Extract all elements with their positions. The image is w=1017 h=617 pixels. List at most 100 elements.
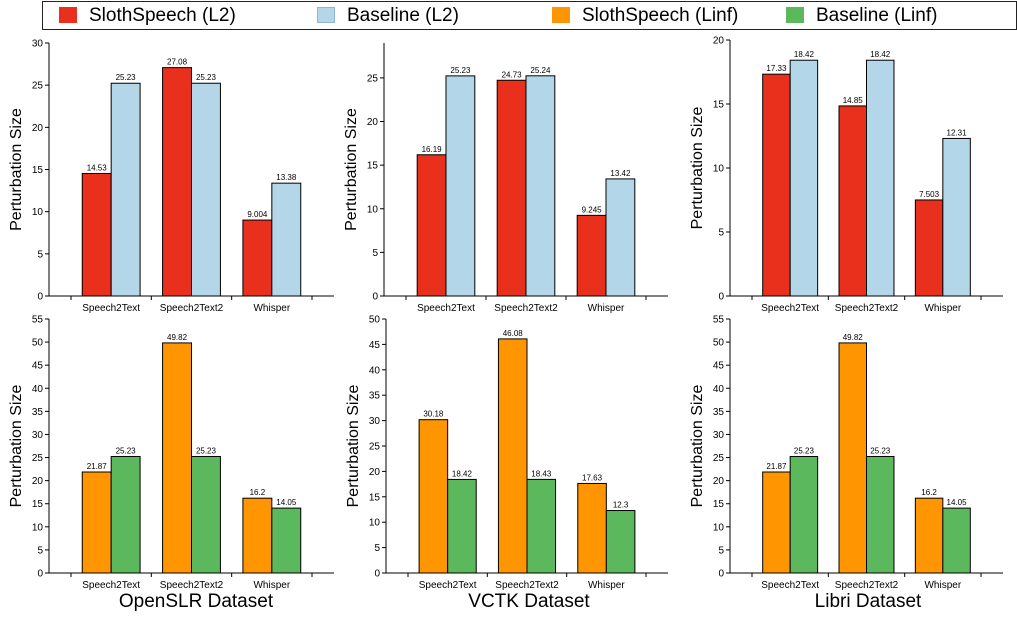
y-tick-label: 5 <box>37 249 43 260</box>
bar <box>605 178 636 297</box>
bar <box>577 482 607 574</box>
data-label: 17.63 <box>582 473 603 482</box>
bar <box>447 478 477 574</box>
y-tick-label: 5 <box>718 545 724 556</box>
legend-label: SlothSpeech (L2) <box>89 5 236 26</box>
data-label: 27.08 <box>167 58 188 67</box>
bar <box>162 342 193 574</box>
y-tick-label: 50 <box>369 315 381 326</box>
y-tick-label: 55 <box>32 315 44 326</box>
y-tick-label: 5 <box>372 248 378 259</box>
y-axis-title: Perturbation Size <box>345 385 362 508</box>
y-tick-label: 45 <box>713 361 725 372</box>
legend-label: Baseline (Linf) <box>816 5 938 26</box>
y-tick-label: 45 <box>32 361 44 372</box>
y-tick-label: 25 <box>32 81 44 92</box>
data-label: 25.23 <box>196 73 217 82</box>
y-tick-label: 15 <box>713 100 725 111</box>
y-axis-title: Perturbation Size <box>8 385 25 508</box>
data-label: 25.23 <box>870 446 891 455</box>
y-tick-label: 0 <box>372 292 378 303</box>
y-tick-label: 20 <box>713 476 725 487</box>
bar <box>838 105 868 297</box>
y-tick-label: 20 <box>367 117 379 128</box>
y-tick-label: 5 <box>718 228 724 239</box>
bar <box>762 471 791 574</box>
bar <box>162 67 193 297</box>
bar <box>418 419 449 574</box>
data-label: 17.33 <box>766 64 787 73</box>
data-label: 16.2 <box>250 488 266 497</box>
bar <box>191 455 221 574</box>
x-tick-label: Speech2Text <box>419 580 477 591</box>
x-tick-label: Speech2Text2 <box>495 580 559 591</box>
y-tick-label: 0 <box>374 569 380 580</box>
data-label: 12.3 <box>613 501 629 510</box>
y-tick-label: 20 <box>32 476 44 487</box>
data-label: 14.53 <box>87 163 108 172</box>
x-tick-label: Speech2Text <box>761 303 819 314</box>
data-label: 25.23 <box>116 446 137 455</box>
data-label: 25.23 <box>196 446 217 455</box>
bar <box>914 199 944 297</box>
bar <box>81 471 112 574</box>
x-tick-label: Speech2Text2 <box>835 303 899 314</box>
legend: SlothSpeech (L2) Baseline (L2) SlothSpee… <box>42 1 1017 30</box>
y-tick-label: 15 <box>32 499 44 510</box>
y-tick-label: 55 <box>713 315 725 326</box>
x-tick-label: Speech2Text2 <box>494 303 558 314</box>
legend-swatch <box>59 7 77 23</box>
bar <box>110 455 141 574</box>
bar <box>866 59 895 297</box>
y-axis-title: Perturbation Size <box>689 385 706 508</box>
bar <box>526 478 557 574</box>
y-tick-label: 10 <box>369 518 381 529</box>
dataset-title-openslr: OpenSLR Dataset <box>118 591 274 612</box>
y-tick-label: 25 <box>32 453 44 464</box>
data-label: 12.31 <box>947 128 968 137</box>
bar <box>416 154 447 297</box>
bar <box>445 75 476 297</box>
y-tick-label: 5 <box>374 543 380 554</box>
data-label: 14.05 <box>276 498 297 507</box>
y-tick-label: 0 <box>37 569 43 580</box>
bar <box>866 455 895 574</box>
y-tick-label: 10 <box>713 522 725 533</box>
y-tick-label: 40 <box>713 384 725 395</box>
data-label: 14.05 <box>947 498 968 507</box>
y-tick-label: 15 <box>369 492 381 503</box>
y-tick-label: 20 <box>369 467 381 478</box>
bar <box>576 214 607 297</box>
y-tick-label: 35 <box>32 407 44 418</box>
x-tick-label: Whisper <box>253 580 290 591</box>
y-tick-label: 45 <box>369 340 381 351</box>
y-axis-title: Perturbation Size <box>343 108 360 231</box>
legend-swatch <box>552 7 570 23</box>
bar <box>271 182 302 297</box>
y-tick-label: 40 <box>32 384 44 395</box>
bar <box>81 172 112 297</box>
data-label: 13.38 <box>276 173 297 182</box>
data-label: 18.42 <box>870 50 891 59</box>
x-tick-label: Speech2Text <box>82 580 140 591</box>
y-tick-label: 25 <box>369 442 381 453</box>
y-tick-label: 20 <box>713 36 725 47</box>
data-label: 49.82 <box>843 333 864 342</box>
bar <box>838 342 868 574</box>
y-tick-label: 35 <box>713 407 725 418</box>
y-tick-label: 0 <box>718 292 724 303</box>
data-label: 46.08 <box>503 329 524 338</box>
x-tick-label: Speech2Text2 <box>835 580 899 591</box>
y-tick-label: 10 <box>32 207 44 218</box>
data-label: 49.82 <box>167 333 188 342</box>
bar <box>242 497 273 574</box>
y-tick-label: 30 <box>369 416 381 427</box>
y-tick-label: 30 <box>713 430 725 441</box>
x-tick-label: Speech2Text <box>82 303 140 314</box>
bar <box>525 75 556 297</box>
y-tick-label: 10 <box>713 164 725 175</box>
data-label: 25.23 <box>450 66 471 75</box>
data-label: 14.85 <box>843 96 864 105</box>
x-tick-label: Whisper <box>253 303 290 314</box>
x-tick-label: Whisper <box>924 303 961 314</box>
